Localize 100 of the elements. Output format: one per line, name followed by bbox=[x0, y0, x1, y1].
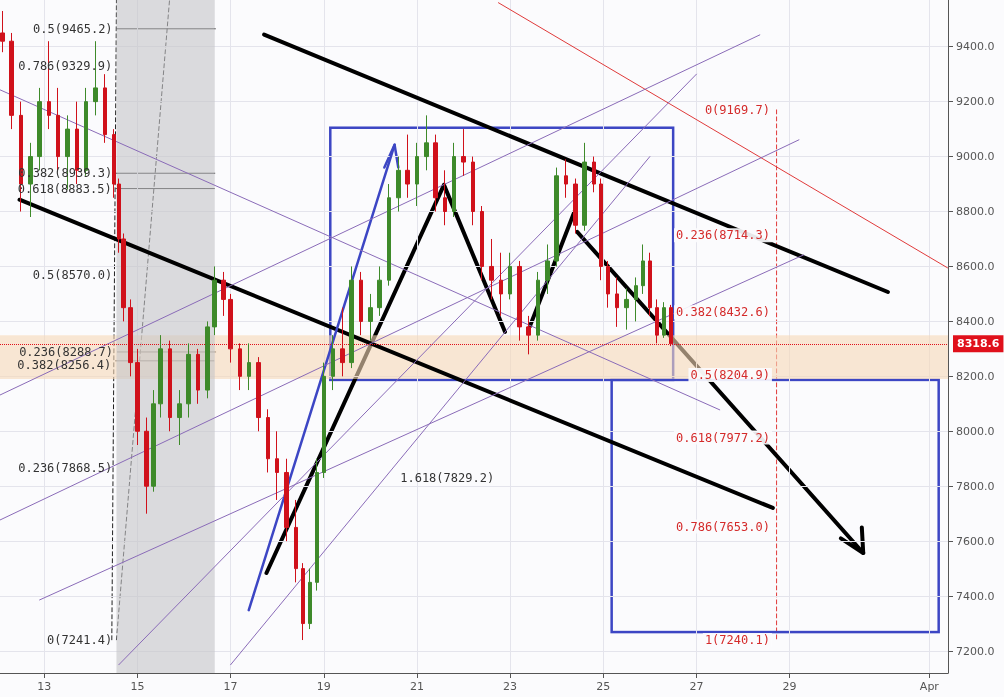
candlestick bbox=[669, 304, 673, 347]
candlestick bbox=[256, 356, 261, 432]
y-tick-label: 8200.0 bbox=[956, 369, 995, 383]
candlestick bbox=[359, 271, 363, 336]
candlestick bbox=[582, 142, 587, 232]
candlestick bbox=[238, 342, 242, 391]
x-tick-label: 19 bbox=[316, 680, 331, 693]
candlestick bbox=[196, 348, 200, 405]
candlestick bbox=[443, 169, 447, 226]
candlestick bbox=[480, 205, 484, 281]
annotation: 1(7240.1) bbox=[704, 633, 770, 648]
candlestick bbox=[284, 458, 289, 542]
candlestick bbox=[168, 340, 172, 432]
y-tick-label: 9200.0 bbox=[956, 95, 995, 109]
candlestick bbox=[349, 265, 354, 369]
candlestick bbox=[452, 142, 456, 218]
candlestick bbox=[340, 307, 345, 377]
x-tick-label: 17 bbox=[223, 680, 238, 693]
candlestick bbox=[536, 271, 540, 342]
annotation: 0.382(8256.4) bbox=[17, 357, 112, 372]
candlestick bbox=[135, 348, 140, 446]
candlestick bbox=[212, 265, 217, 336]
candlestick bbox=[517, 260, 522, 342]
candlestick bbox=[526, 315, 531, 355]
annotation: 1.618(7829.2) bbox=[400, 471, 495, 486]
candlestick bbox=[489, 238, 494, 300]
candlestick bbox=[186, 342, 191, 419]
x-tick-label: 13 bbox=[37, 680, 52, 693]
candlestick bbox=[592, 156, 596, 193]
candlestick bbox=[266, 408, 270, 473]
candlestick bbox=[331, 334, 335, 391]
annotation: 0.236(8714.3) bbox=[675, 228, 770, 243]
annotation: 0.618(7977.2) bbox=[675, 430, 770, 445]
candlestick bbox=[151, 389, 156, 493]
candlestick bbox=[301, 562, 305, 641]
x-tick-label: 25 bbox=[596, 680, 611, 693]
candlestick bbox=[177, 389, 182, 446]
candlestick bbox=[573, 178, 578, 234]
candlestick bbox=[275, 430, 279, 501]
x-tick-label: 29 bbox=[782, 680, 797, 693]
candlestick bbox=[0, 10, 5, 53]
candlestick bbox=[294, 499, 298, 583]
candlestick bbox=[205, 320, 210, 399]
y-tick-label: 7600.0 bbox=[956, 534, 995, 548]
ref-line-label: 8318.6 bbox=[957, 337, 1000, 351]
candlestick bbox=[508, 252, 512, 300]
candlestick bbox=[377, 265, 382, 317]
candlestick bbox=[499, 252, 503, 317]
candlestick bbox=[554, 167, 559, 267]
y-tick-label: 7200.0 bbox=[956, 644, 995, 658]
y-tick-label: 9000.0 bbox=[956, 150, 995, 164]
candlestick bbox=[158, 334, 163, 419]
candlestick bbox=[103, 73, 107, 144]
x-tick-label: 21 bbox=[409, 680, 424, 693]
x-tick-label: 15 bbox=[130, 680, 145, 693]
x-tick-label: 27 bbox=[689, 680, 704, 693]
candlestick bbox=[368, 293, 373, 342]
candlestick bbox=[461, 128, 466, 177]
candlestick bbox=[415, 142, 419, 207]
candlestick bbox=[228, 293, 233, 364]
candlestick bbox=[615, 276, 619, 328]
x-tick-label: 23 bbox=[503, 680, 518, 693]
candlestick bbox=[433, 134, 438, 213]
candlestick bbox=[624, 287, 629, 331]
candlestick bbox=[634, 276, 638, 322]
candlestick bbox=[247, 342, 251, 391]
candlestick bbox=[315, 458, 319, 592]
candlestick bbox=[396, 156, 401, 213]
candlestick bbox=[9, 32, 14, 130]
y-tick-label: 8800.0 bbox=[956, 205, 995, 219]
annotation: 0(7241.4) bbox=[47, 632, 113, 647]
candlestick bbox=[471, 156, 475, 226]
annotation: 0.236(8288.7) bbox=[19, 344, 114, 359]
candlestick bbox=[648, 252, 652, 317]
candlestick bbox=[308, 568, 312, 630]
candlestick bbox=[606, 260, 610, 309]
candlestick bbox=[655, 298, 659, 344]
annotation: 0.786(7653.0) bbox=[675, 519, 770, 534]
candlestick bbox=[322, 362, 326, 479]
candlestick bbox=[128, 298, 133, 377]
annotation: 0.236(7868.5) bbox=[18, 460, 113, 475]
y-tick-label: 8000.0 bbox=[956, 424, 995, 438]
candlestick bbox=[564, 158, 568, 199]
candlestick bbox=[424, 114, 429, 171]
candlestick bbox=[545, 243, 550, 295]
candlestick bbox=[662, 301, 666, 339]
y-tick-label: 7400.0 bbox=[956, 589, 995, 603]
candlestick bbox=[405, 134, 410, 199]
annotation: 0.5(9465.2) bbox=[33, 21, 113, 36]
y-tick-label: 8400.0 bbox=[956, 314, 995, 328]
candlestick bbox=[599, 178, 603, 281]
annotation: 0.5(8204.9) bbox=[690, 367, 770, 382]
candlestick bbox=[641, 243, 645, 295]
y-tick-label: 9400.0 bbox=[956, 40, 995, 54]
candlestick bbox=[387, 183, 391, 287]
annotation: 0.5(8570.0) bbox=[32, 267, 113, 282]
annotation: 0.382(8432.6) bbox=[675, 305, 770, 320]
candlestick bbox=[144, 417, 149, 515]
annotation: 0(9169.7) bbox=[704, 102, 770, 117]
candlestick bbox=[221, 271, 226, 317]
